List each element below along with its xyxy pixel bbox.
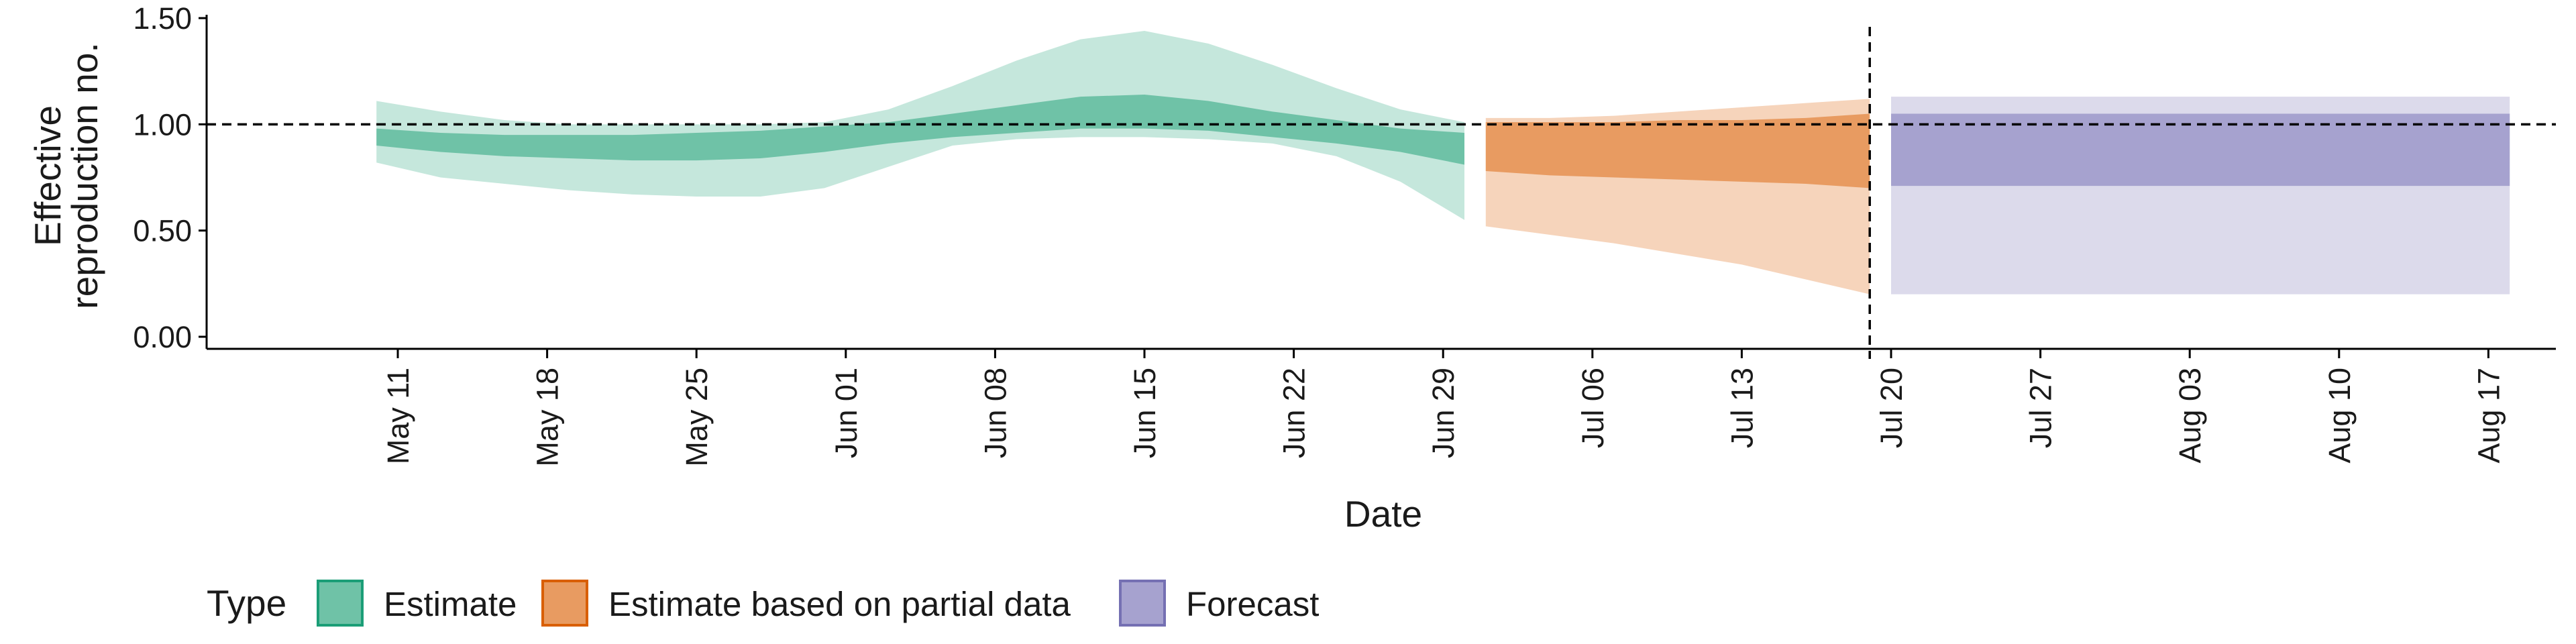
x-tick-label: Jul 06	[1576, 368, 1610, 448]
x-tick-label: Jun 01	[829, 368, 863, 458]
x-axis-label: Date	[1344, 493, 1422, 535]
legend-item-forecast: Forecast	[1120, 581, 1319, 625]
y-tick-label: 1.00	[133, 107, 192, 142]
legend: Type Estimate Estimate based on partial da…	[207, 581, 1319, 625]
x-tick-label: May 11	[381, 368, 415, 464]
y-tick-label: 0.00	[133, 320, 192, 354]
x-tick-label: Jun 29	[1426, 368, 1460, 458]
series-estimate-based-on-partial-data	[1486, 99, 1870, 294]
series-forecast	[1891, 97, 2510, 294]
x-tick-label: May 25	[680, 368, 714, 467]
y-tick-label: 0.50	[133, 214, 192, 248]
x-tick-label: Jul 20	[1874, 368, 1909, 448]
y-axis-ticks: 0.00 0.50 1.00 1.50	[133, 1, 207, 354]
legend-label: Forecast	[1186, 585, 1319, 623]
legend-label: Estimate	[384, 585, 517, 623]
x-tick-label: Jun 08	[978, 368, 1012, 458]
y-tick-label: 1.50	[133, 1, 192, 36]
x-tick-label: Jul 27	[2024, 368, 2058, 448]
legend-item-estimate: Estimate	[318, 581, 517, 625]
x-tick-label: Aug 17	[2471, 368, 2506, 464]
y-axis-label-line: Effective	[27, 105, 68, 246]
ribbons-layer	[376, 31, 2510, 294]
legend-key-swatch	[318, 581, 362, 625]
x-tick-label: Aug 03	[2173, 368, 2207, 464]
y-axis-label: Effectivereproduction no.	[27, 42, 105, 309]
x-tick-label: Jun 15	[1128, 368, 1162, 458]
x-tick-label: Jun 22	[1277, 368, 1311, 458]
legend-title: Type	[207, 582, 286, 624]
x-tick-label: Jul 13	[1725, 368, 1759, 448]
legend-label: Estimate based on partial data	[608, 585, 1071, 623]
x-tick-label: May 18	[531, 368, 565, 467]
legend-key-swatch	[543, 581, 587, 625]
x-axis-ticks: May 11 May 18 May 25 Jun 01 Jun 08 Jun 15 Jun …	[381, 349, 2506, 467]
legend-key-swatch	[1120, 581, 1165, 625]
legend-item-estimate-based-on-partial-data: Estimate based on partial data	[543, 581, 1071, 625]
x-tick-label: Aug 10	[2322, 368, 2357, 464]
y-axis-label-line: reproduction no.	[64, 42, 105, 309]
